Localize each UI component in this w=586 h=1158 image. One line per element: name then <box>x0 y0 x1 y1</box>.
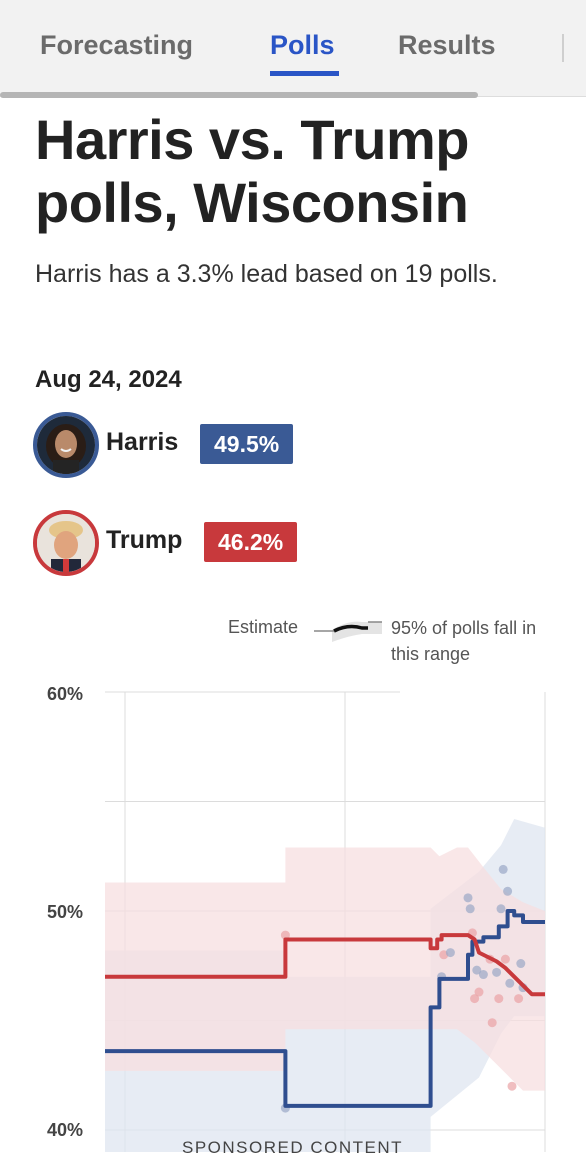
legend-range-label: 95% of polls fall in this range <box>391 618 537 664</box>
page-title: Harris vs. Trump polls, Wisconsin <box>35 108 469 234</box>
legend-estimate-label: Estimate <box>228 617 299 637</box>
poll-point-harris <box>465 904 475 914</box>
poll-point-trump <box>507 1081 517 1091</box>
poll-point-trump <box>470 994 480 1004</box>
poll-point-harris <box>472 965 482 975</box>
tab-polls[interactable]: Polls <box>270 30 335 60</box>
y-tick-label: 60% <box>47 684 84 704</box>
harris-percent-badge: 49.5% <box>200 424 294 464</box>
trump-avatar <box>33 510 99 576</box>
poll-point-harris <box>445 948 455 958</box>
poll-point-trump <box>500 954 510 964</box>
polling-chart <box>105 691 546 1152</box>
trump-percent-badge: 46.2% <box>204 522 298 562</box>
poll-point-harris <box>516 959 526 969</box>
trump-name: Trump <box>106 526 183 554</box>
y-tick-label: 50% <box>47 902 84 922</box>
y-tick-label: 40% <box>47 1120 84 1140</box>
poll-point-trump <box>514 994 524 1004</box>
poll-point-harris <box>498 864 508 874</box>
poll-point-harris <box>503 886 513 896</box>
estimate-line-harris <box>105 909 545 1108</box>
sponsored-content-label: SPONSORED CONTENT <box>182 1138 404 1157</box>
active-tab-indicator <box>270 71 339 76</box>
harris-portrait-icon <box>37 416 95 474</box>
tab-results[interactable]: Results <box>398 30 496 60</box>
poll-point-harris <box>492 967 502 977</box>
legend-range-icon <box>314 621 382 642</box>
confidence-band-trump <box>105 847 545 1091</box>
poll-point-harris <box>496 904 506 914</box>
tab-forecasting[interactable]: Forecasting <box>40 30 194 60</box>
harris-name: Harris <box>106 428 179 456</box>
page-subtitle: Harris has a 3.3% lead based on 19 polls… <box>35 260 498 288</box>
tab-scrollbar[interactable] <box>0 92 478 98</box>
poll-point-harris <box>463 893 473 903</box>
trump-portrait-icon <box>37 514 95 572</box>
poll-point-trump <box>487 1018 497 1028</box>
poll-point-harris <box>505 978 515 988</box>
tab-bar: Forecasting Polls Results <box>0 0 586 98</box>
harris-avatar <box>33 412 99 478</box>
poll-point-trump <box>474 987 484 997</box>
estimate-line-trump <box>105 933 545 997</box>
poll-point-harris <box>478 970 488 980</box>
poll-point-trump <box>494 994 504 1004</box>
estimate-date: Aug 24, 2024 <box>35 366 182 393</box>
tab-divider <box>562 34 564 62</box>
poll-point-trump <box>280 930 290 940</box>
